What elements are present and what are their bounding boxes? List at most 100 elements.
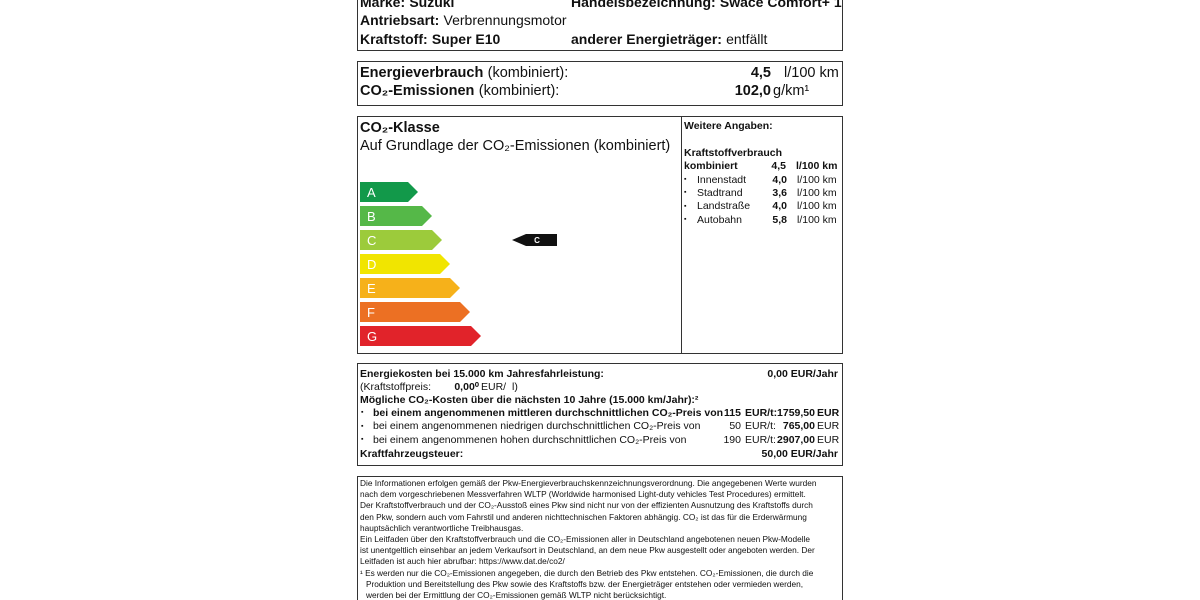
- further-heading-part: Kraftstoffverbrauch: [684, 146, 783, 159]
- fuel-part: Kraftstoff:: [360, 30, 428, 47]
- trade-name: Handelsbezeichnung: Swace Comfort+ 1: [571, 0, 842, 10]
- note-line-part: hauptsächlich verantwortliche Treibhausg…: [360, 522, 524, 533]
- fuel-price-unit: EUR/: [481, 381, 506, 394]
- row-value: 4,0: [772, 174, 787, 187]
- energy-label-part: Energieverbrauch: [360, 65, 484, 82]
- scenario-text: bei einem angenommenen hohen durchschnit…: [373, 434, 686, 447]
- fuel-price-value: 0,00⁰: [454, 381, 479, 394]
- tax-value: 50,00 EUR/Jahr: [762, 448, 838, 461]
- note-line-part: ¹ Es werden nur die CO₂-Emissionen angeg…: [360, 567, 814, 578]
- scenario-amount-part: 2907,00: [777, 433, 815, 446]
- class-title: CO₂-Klasse: [360, 120, 440, 137]
- class-letter: F: [367, 305, 375, 320]
- combined-unit-part: l/100 km: [796, 159, 838, 172]
- scenario-amount: 765,00: [783, 420, 815, 433]
- row-label: Autobahn: [697, 214, 742, 227]
- brand: Marke: Suzuki: [360, 0, 454, 10]
- fuel-price-label: (Kraftstoffpreis:: [360, 381, 431, 394]
- class-letter: D: [367, 257, 376, 272]
- note-line-part: Ein Leitfaden über den Kraftstoffverbrau…: [360, 534, 810, 545]
- co2-label: CO₂-Emissionen (kombiniert):: [360, 83, 559, 100]
- co2-label-part: CO₂-Emissionen: [360, 83, 475, 100]
- row-label-part: Landstraße: [697, 200, 751, 213]
- row-label: Stadtrand: [697, 187, 743, 200]
- row-unit: l/100 km: [797, 200, 837, 213]
- scenario-text-part: bei einem angenommenen hohen durchschnit…: [373, 433, 687, 446]
- class-arrow: [360, 206, 432, 226]
- vehicle-box: [357, 0, 843, 51]
- row-unit: l/100 km: [797, 214, 837, 227]
- scenario-price-unit: EUR/t:: [745, 407, 777, 420]
- note-line: Der Kraftstoffverbrauch und der CO₂-Auss…: [360, 500, 813, 511]
- drive-part: Verbrennungsmotor: [443, 11, 567, 28]
- row-unit: l/100 km: [797, 174, 837, 187]
- scenario-price-unit-part: EUR/t:: [745, 420, 776, 433]
- row-unit-part: l/100 km: [797, 187, 837, 199]
- co2-label-part: (kombiniert):: [478, 83, 560, 100]
- costs-box: [357, 363, 843, 466]
- class-title-part: CO₂-Klasse: [360, 120, 440, 137]
- scenario-price: 50: [729, 420, 741, 433]
- row-label: Landstraße: [697, 200, 750, 213]
- row-value-part: 3,6: [772, 187, 787, 199]
- bullet: ▪: [684, 215, 687, 223]
- tax-label-part: Kraftfahrzeugsteuer:: [360, 447, 464, 460]
- other-energy-part: anderer Energieträger:: [571, 30, 722, 47]
- energy-cost-label-part: Energiekosten bei 15.000 km Jahresfahrle…: [360, 367, 604, 380]
- row-unit-part: l/100 km: [797, 200, 837, 213]
- other-energy: anderer Energieträger: entfällt: [571, 31, 767, 48]
- scenario-amount-unit-part: EUR: [817, 406, 840, 419]
- energy-unit: l/100 km: [784, 65, 839, 82]
- fuel-price-value-part: 0,00⁰: [454, 380, 479, 393]
- class-pointer: [512, 234, 557, 246]
- co2-cost-heading-part: Mögliche CO₂-Kosten über die nächsten 10…: [360, 393, 699, 406]
- other-energy-part: entfällt: [726, 30, 768, 47]
- energy-label: Energieverbrauch (kombiniert):: [360, 65, 568, 82]
- bullet: ▪: [361, 436, 364, 443]
- note-line-part: ist unentgeltlich einsehbar an jedem Ver…: [360, 545, 815, 556]
- note-line-part: Die Informationen erfolgen gemäß der Pkw…: [360, 478, 817, 489]
- row-label-part: Innenstadt: [697, 173, 747, 186]
- row-label-part: Stadtrand: [697, 187, 743, 199]
- class-box: [357, 116, 843, 354]
- class-arrow: [360, 254, 450, 274]
- class-letter: E: [367, 281, 376, 296]
- row-unit-part: l/100 km: [797, 173, 837, 186]
- row-unit: l/100 km: [797, 187, 837, 200]
- fuel-price-unit-part: EUR/: [481, 380, 507, 393]
- row-value: 3,6: [772, 187, 787, 200]
- scenario-price-part: 190: [723, 433, 741, 446]
- row-label: Innenstadt: [697, 174, 746, 187]
- row-value-part: 5,8: [772, 213, 787, 226]
- scenario-price-unit-part: EUR/t:: [745, 433, 776, 446]
- combined-value: 4,5: [771, 160, 786, 173]
- further-title: Weitere Angaben:: [684, 120, 773, 133]
- co2-unit: g/km¹: [773, 83, 809, 100]
- class-letter: G: [367, 329, 377, 344]
- drive-part: Antriebsart:: [360, 11, 440, 28]
- scenario-amount-unit-part: EUR: [817, 433, 840, 446]
- note-line-part: Der Kraftstoffverbrauch und der CO₂-Auss…: [360, 500, 813, 511]
- note-line: den Pkw, sondern auch vom Fahrstil und a…: [360, 512, 807, 523]
- energy-cost-value-part: 0,00 EUR/Jahr: [767, 367, 838, 380]
- note-line: werden bei der Ermittlung der CO₂-Emissi…: [366, 590, 666, 600]
- bullet: ▪: [684, 176, 687, 183]
- note-line-part: Produktion und Bereitstellung des Pkw so…: [366, 578, 804, 589]
- energy-cost-label: Energiekosten bei 15.000 km Jahresfahrle…: [360, 368, 604, 381]
- note-line: Leitfaden ist auch hier abrufbar: https:…: [360, 556, 565, 567]
- further-heading: Kraftstoffverbrauch: [684, 147, 782, 160]
- scenario-price-unit-part: EUR/t:: [745, 406, 778, 419]
- class-letter: A: [367, 185, 376, 200]
- combined-label-part: kombiniert: [684, 159, 738, 172]
- class-subtitle-part: Auf Grundlage der CO₂-Emissionen (kombin…: [360, 138, 671, 155]
- trade-name-part: Swace Comfort+ 1: [719, 0, 842, 10]
- class-divider: [681, 116, 682, 354]
- combined-label: kombiniert: [684, 160, 738, 173]
- note-line: nach dem vorgeschriebenen Messverfahren …: [360, 489, 806, 500]
- scenario-price-part: 115: [724, 406, 741, 419]
- bullet: ▪: [684, 189, 687, 197]
- bullet: ▪: [684, 202, 687, 210]
- energy-label-part: (kombiniert):: [487, 65, 569, 82]
